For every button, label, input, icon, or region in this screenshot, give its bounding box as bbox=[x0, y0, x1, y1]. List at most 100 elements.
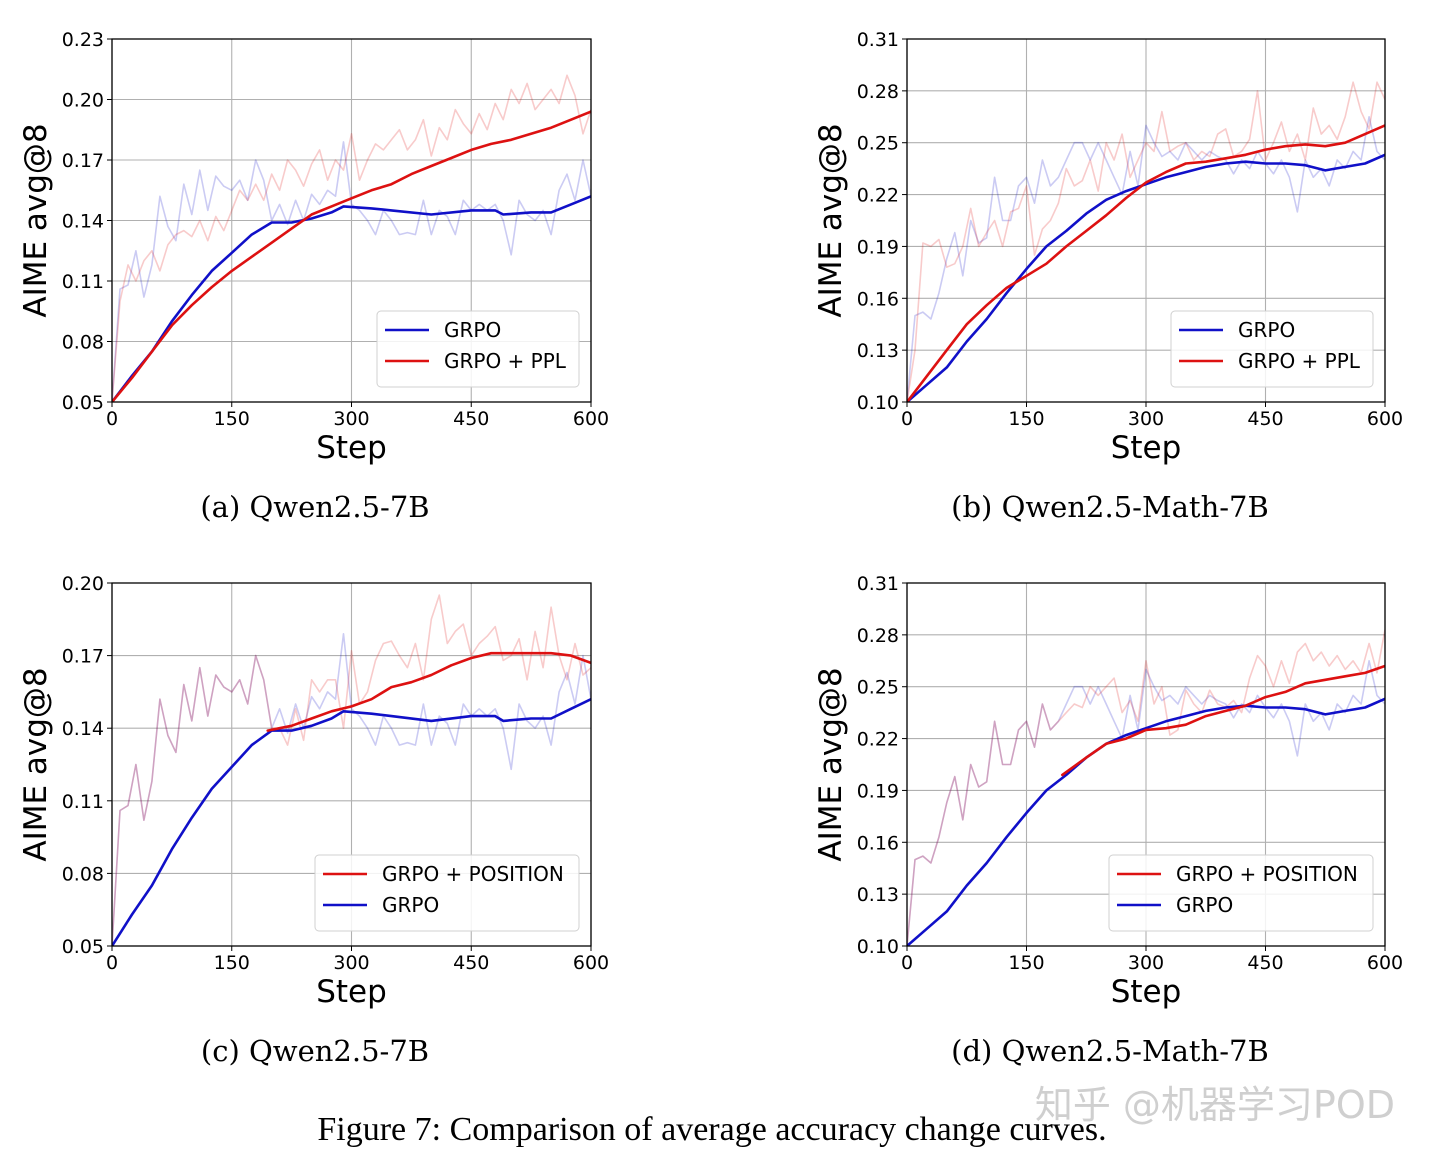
x-tick-label: 600 bbox=[573, 952, 609, 974]
subfigure-caption: (b) Qwen2.5-Math-7B bbox=[951, 490, 1269, 524]
y-axis-label: AIME avg@8 bbox=[813, 667, 849, 861]
y-tick-label: 0.08 bbox=[62, 332, 104, 354]
y-tick-label: 0.19 bbox=[857, 780, 899, 802]
raw-line-grpo-ppl bbox=[907, 81, 1385, 402]
smooth-line-grpo-position bbox=[266, 651, 591, 732]
y-tick-label: 0.10 bbox=[857, 392, 899, 414]
legend: GRPO + POSITION GRPO bbox=[1108, 854, 1374, 932]
y-tick-label: 0.11 bbox=[62, 271, 104, 293]
y-tick-label: 0.23 bbox=[62, 29, 104, 51]
plot-frame bbox=[111, 38, 592, 403]
x-tick-label: 600 bbox=[1367, 952, 1403, 974]
y-tick-label: 0.31 bbox=[857, 29, 899, 51]
x-axis-label: Step bbox=[1111, 974, 1182, 1010]
legend-label: GRPO + PPL bbox=[444, 349, 567, 373]
y-axis-label: AIME avg@8 bbox=[18, 667, 54, 861]
y-axis-label: AIME avg@8 bbox=[18, 123, 54, 317]
y-tick-label: 0.16 bbox=[857, 832, 899, 854]
x-tick-label: 150 bbox=[1008, 952, 1044, 974]
y-axis-label: AIME avg@8 bbox=[813, 123, 849, 317]
watermark: 知乎 @机器学习POD bbox=[1035, 1083, 1395, 1127]
smooth-line-grpo bbox=[907, 153, 1385, 402]
chart-a: 0 150 300 450 600 0.05 0.08 0.11 0.14 0.17 0.20 0.2… bbox=[18, 29, 609, 524]
x-tick-label: 600 bbox=[1367, 408, 1403, 430]
legend-label: GRPO bbox=[382, 893, 439, 917]
x-tick-label: 150 bbox=[214, 952, 250, 974]
legend-box bbox=[1108, 854, 1374, 932]
legend-label: GRPO + PPL bbox=[1238, 349, 1361, 373]
smooth-line-grpo bbox=[112, 195, 591, 402]
x-axis-label: Step bbox=[316, 430, 387, 466]
y-tick-label: 0.25 bbox=[857, 677, 899, 699]
x-tick-label: 0 bbox=[901, 408, 913, 430]
x-axis-label: Step bbox=[316, 974, 387, 1010]
legend: GRPO GRPO + PPL bbox=[376, 310, 580, 388]
y-tick-label: 0.10 bbox=[857, 936, 899, 958]
x-tick-label: 450 bbox=[453, 408, 489, 430]
smooth-line-grpo bbox=[907, 697, 1385, 946]
y-tick-label: 0.17 bbox=[62, 646, 104, 668]
smooth-line-grpo-ppl bbox=[907, 124, 1385, 402]
plot-area bbox=[112, 74, 591, 402]
legend-label: GRPO bbox=[444, 318, 501, 342]
subfigure-caption: (c) Qwen2.5-7B bbox=[201, 1034, 429, 1068]
x-tick-label: 300 bbox=[1128, 408, 1164, 430]
plot-area bbox=[907, 629, 1385, 946]
y-tick-label: 0.28 bbox=[857, 625, 899, 647]
legend-box bbox=[314, 854, 580, 932]
legend: GRPO + POSITION GRPO bbox=[314, 854, 580, 932]
x-axis-label: Step bbox=[1111, 430, 1182, 466]
x-tick-label: 600 bbox=[573, 408, 609, 430]
chart-c: 0 150 300 450 600 0.05 0.08 0.11 0.14 0.17 0.20 Ste… bbox=[18, 573, 609, 1068]
plot-area bbox=[907, 81, 1385, 402]
x-tick-label: 0 bbox=[106, 952, 118, 974]
chart-panels: 0 150 300 450 600 0.05 0.08 0.11 0.14 0.17 0.20 0.2… bbox=[18, 29, 1403, 1068]
x-tick-label: 300 bbox=[333, 408, 369, 430]
y-tick-label: 0.05 bbox=[62, 392, 104, 414]
raw-line-grpo-position bbox=[112, 594, 591, 946]
y-tick-label: 0.20 bbox=[62, 573, 104, 595]
y-tick-label: 0.22 bbox=[857, 185, 899, 207]
plot-area bbox=[112, 594, 591, 946]
y-tick-label: 0.28 bbox=[857, 81, 899, 103]
legend-label: GRPO + POSITION bbox=[1176, 862, 1358, 886]
x-tick-label: 450 bbox=[1247, 408, 1283, 430]
legend-label: GRPO bbox=[1238, 318, 1295, 342]
plot-frame bbox=[906, 582, 1386, 947]
y-tick-label: 0.17 bbox=[62, 150, 104, 172]
raw-line-grpo bbox=[112, 632, 591, 946]
legend-label: GRPO + POSITION bbox=[382, 862, 564, 886]
x-tick-label: 150 bbox=[214, 408, 250, 430]
x-tick-label: 0 bbox=[106, 408, 118, 430]
y-tick-label: 0.14 bbox=[62, 718, 104, 740]
y-tick-label: 0.14 bbox=[62, 211, 104, 233]
raw-line-grpo-position bbox=[907, 629, 1385, 946]
smooth-line-grpo-position bbox=[1061, 664, 1385, 777]
x-tick-label: 0 bbox=[901, 952, 913, 974]
y-tick-label: 0.20 bbox=[62, 90, 104, 112]
raw-line-grpo bbox=[112, 141, 591, 402]
y-tick-label: 0.16 bbox=[857, 288, 899, 310]
figure-caption: Figure 7: Comparison of average accuracy… bbox=[317, 1111, 1106, 1148]
y-tick-label: 0.13 bbox=[857, 340, 899, 362]
x-tick-label: 450 bbox=[1247, 952, 1283, 974]
x-tick-label: 150 bbox=[1008, 408, 1044, 430]
legend: GRPO GRPO + PPL bbox=[1170, 310, 1374, 388]
smooth-line-grpo-ppl bbox=[112, 110, 591, 402]
y-tick-label: 0.11 bbox=[62, 791, 104, 813]
y-tick-label: 0.31 bbox=[857, 573, 899, 595]
subfigure-caption: (d) Qwen2.5-Math-7B bbox=[951, 1034, 1269, 1068]
y-tick-label: 0.08 bbox=[62, 863, 104, 885]
y-tick-label: 0.13 bbox=[857, 884, 899, 906]
x-tick-label: 300 bbox=[333, 952, 369, 974]
subfigure-caption: (a) Qwen2.5-7B bbox=[200, 490, 429, 524]
x-tick-label: 450 bbox=[453, 952, 489, 974]
y-tick-label: 0.19 bbox=[857, 236, 899, 258]
y-tick-label: 0.25 bbox=[857, 133, 899, 155]
y-tick-label: 0.22 bbox=[857, 729, 899, 751]
raw-line-grpo bbox=[907, 116, 1385, 402]
plot-frame bbox=[906, 38, 1386, 403]
y-tick-label: 0.05 bbox=[62, 936, 104, 958]
legend-label: GRPO bbox=[1176, 893, 1233, 917]
